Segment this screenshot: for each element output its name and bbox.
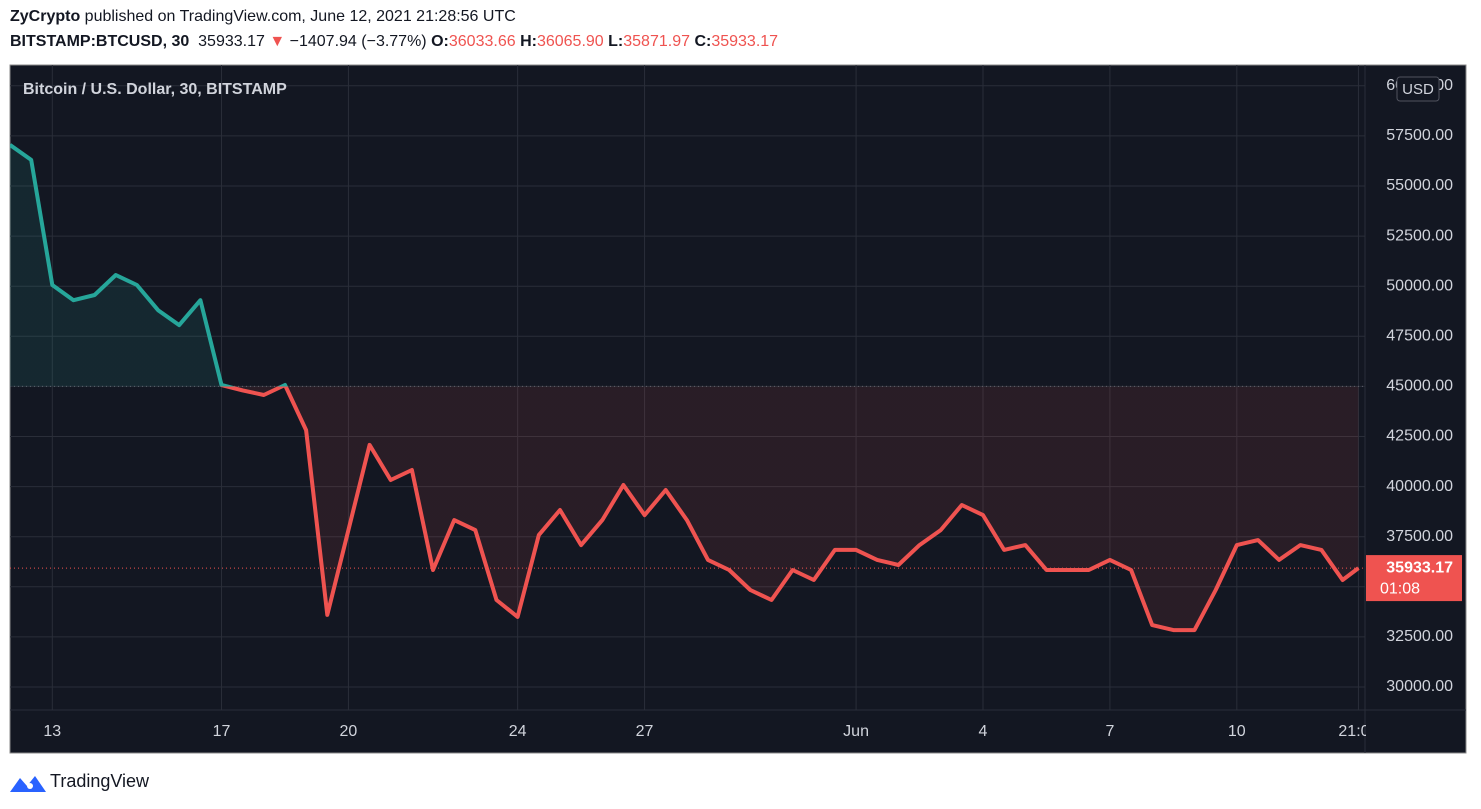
x-tick-label: Jun xyxy=(843,723,869,740)
y-tick-label: 52500.00 xyxy=(1386,227,1453,244)
brand-logo xyxy=(10,776,46,792)
y-tick-label: 42500.00 xyxy=(1386,428,1453,445)
y-tick-label: 57500.00 xyxy=(1386,127,1453,144)
currency[interactable]: USD xyxy=(1402,81,1434,98)
legend-title: Bitcoin / U.S. Dollar, 30, BITSTAMP xyxy=(23,81,287,98)
y-tick-label: 55000.00 xyxy=(1386,177,1453,194)
ohlc-label: L: xyxy=(608,33,624,50)
x-tick-label: 27 xyxy=(636,723,654,740)
ohlc-value: 35933.17 xyxy=(711,33,779,50)
x-tick-label: 24 xyxy=(509,723,527,740)
axis-corner xyxy=(1366,711,1465,752)
baseline-area xyxy=(10,144,1359,631)
y-tick-label: 45000.00 xyxy=(1386,378,1453,395)
brand: TradingView xyxy=(50,771,150,791)
author: ZyCrypto xyxy=(10,8,81,25)
plot xyxy=(10,143,1365,633)
price: 35933.17 xyxy=(198,33,265,50)
x-tick-label: 17 xyxy=(213,723,231,740)
published: published on TradingView.com, June 12, 2… xyxy=(80,8,516,25)
symbol: BITSTAMP:BTCUSD, 30 xyxy=(10,33,190,50)
y-tick-label: 37500.00 xyxy=(1386,528,1453,545)
x-tick-label: 10 xyxy=(1228,723,1246,740)
y-tick-label: 32500.00 xyxy=(1386,628,1453,645)
ohlc-label: C: xyxy=(694,33,712,50)
quote-line: BITSTAMP:BTCUSD, 30 35933.17 ▼ −1407.94 … xyxy=(10,33,783,51)
last-price-label: 35933.17 xyxy=(1386,559,1453,576)
x-tick-label: 13 xyxy=(43,723,61,740)
x-tick-label: 7 xyxy=(1105,723,1114,740)
arrow: ▼ xyxy=(269,33,286,50)
ohlc-label: H: xyxy=(520,33,537,50)
ohlc-label: O: xyxy=(431,33,449,50)
ohlc-value: 35871.97 xyxy=(623,33,690,50)
last-price-box xyxy=(1366,555,1462,602)
publish-line: ZyCrypto published on TradingView.com, J… xyxy=(10,8,516,26)
y-tick-label: 50000.00 xyxy=(1386,277,1453,294)
y-tick-label: 40000.00 xyxy=(1386,478,1453,495)
price-line xyxy=(10,143,1360,633)
change: −1407.94 (−3.77%) xyxy=(289,33,427,50)
ohlc-value: 36033.66 xyxy=(448,33,516,50)
x-tick-label: 4 xyxy=(979,723,988,740)
ohlc-value: 36065.90 xyxy=(536,33,604,50)
y-tick-label: 30000.00 xyxy=(1386,678,1453,695)
currency-box[interactable] xyxy=(1396,76,1440,102)
countdown: 01:08 xyxy=(1380,580,1420,597)
x-tick-label: 20 xyxy=(340,723,358,740)
ohlc: O:36033.66 H:36065.90 L:35871.97 C:35933… xyxy=(431,33,782,50)
y-tick-label: 47500.00 xyxy=(1386,328,1453,345)
